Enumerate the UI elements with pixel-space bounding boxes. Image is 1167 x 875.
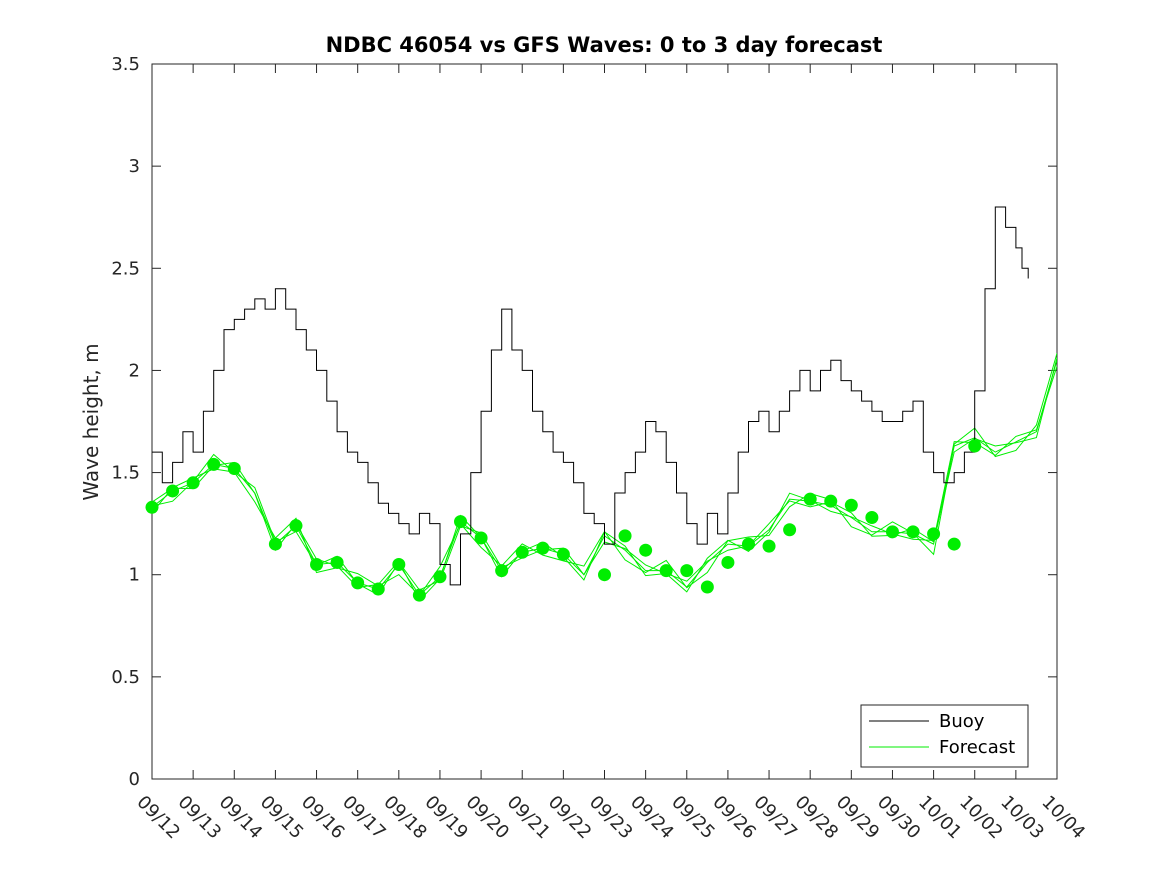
forecast-marker (351, 576, 365, 590)
forecast-marker (330, 555, 344, 569)
forecast-marker (865, 511, 879, 525)
forecast-marker (310, 558, 324, 571)
forecast-marker (680, 564, 694, 578)
forecast-marker (659, 564, 673, 578)
forecast-marker (885, 525, 899, 539)
forecast-marker (412, 588, 426, 602)
forecast-marker (495, 564, 509, 578)
forecast-marker (166, 484, 180, 498)
forecast-marker (803, 492, 817, 506)
forecast-marker (392, 558, 406, 571)
buoy-series-line (152, 206, 1029, 586)
axes-box (151, 63, 1058, 780)
plot-area: 00.511.522.533.509/1209/1309/1409/1509/1… (111, 54, 1089, 843)
forecast-marker (947, 537, 961, 551)
y-tick-label: 1 (129, 565, 140, 586)
legend-forecast-label: Forecast (939, 737, 1015, 758)
chart-title: NDBC 46054 vs GFS Waves: 0 to 3 day fore… (326, 33, 883, 57)
y-tick-label: 3 (129, 156, 140, 177)
forecast-marker (741, 537, 755, 551)
forecast-marker (824, 494, 838, 508)
y-tick-label: 3.5 (111, 54, 140, 75)
forecast-marker (721, 555, 735, 569)
forecast-marker (927, 527, 941, 541)
legend-buoy-label: Buoy (939, 711, 985, 732)
forecast-marker (371, 582, 385, 596)
forecast-marker (289, 519, 303, 533)
forecast-marker (700, 580, 714, 594)
forecast-marker (515, 545, 529, 559)
forecast-marker (227, 461, 241, 475)
forecast-marker (618, 529, 632, 543)
forecast-marker (762, 539, 776, 553)
forecast-marker (598, 568, 611, 582)
forecast-marker (474, 531, 488, 545)
forecast-marker (207, 457, 221, 471)
y-tick-label: 0.5 (111, 667, 140, 688)
forecast-marker (556, 547, 570, 561)
forecast-marker (454, 515, 468, 529)
y-tick-label: 1.5 (111, 463, 140, 484)
forecast-marker (639, 543, 653, 557)
forecast-marker (968, 439, 982, 453)
y-tick-label: 2 (129, 360, 140, 381)
forecast-marker (433, 570, 447, 584)
forecast-marker (268, 537, 282, 551)
y-axis-label: Wave height, m (79, 343, 103, 500)
forecast-marker (536, 541, 550, 555)
y-tick-label: 0 (129, 769, 140, 790)
forecast-marker (145, 500, 159, 514)
forecast-marker (783, 523, 797, 537)
forecast-marker (186, 476, 200, 490)
y-tick-label: 2.5 (111, 258, 140, 279)
forecast-marker (906, 525, 920, 539)
forecast-marker (844, 498, 858, 512)
legend-box (860, 704, 1029, 768)
